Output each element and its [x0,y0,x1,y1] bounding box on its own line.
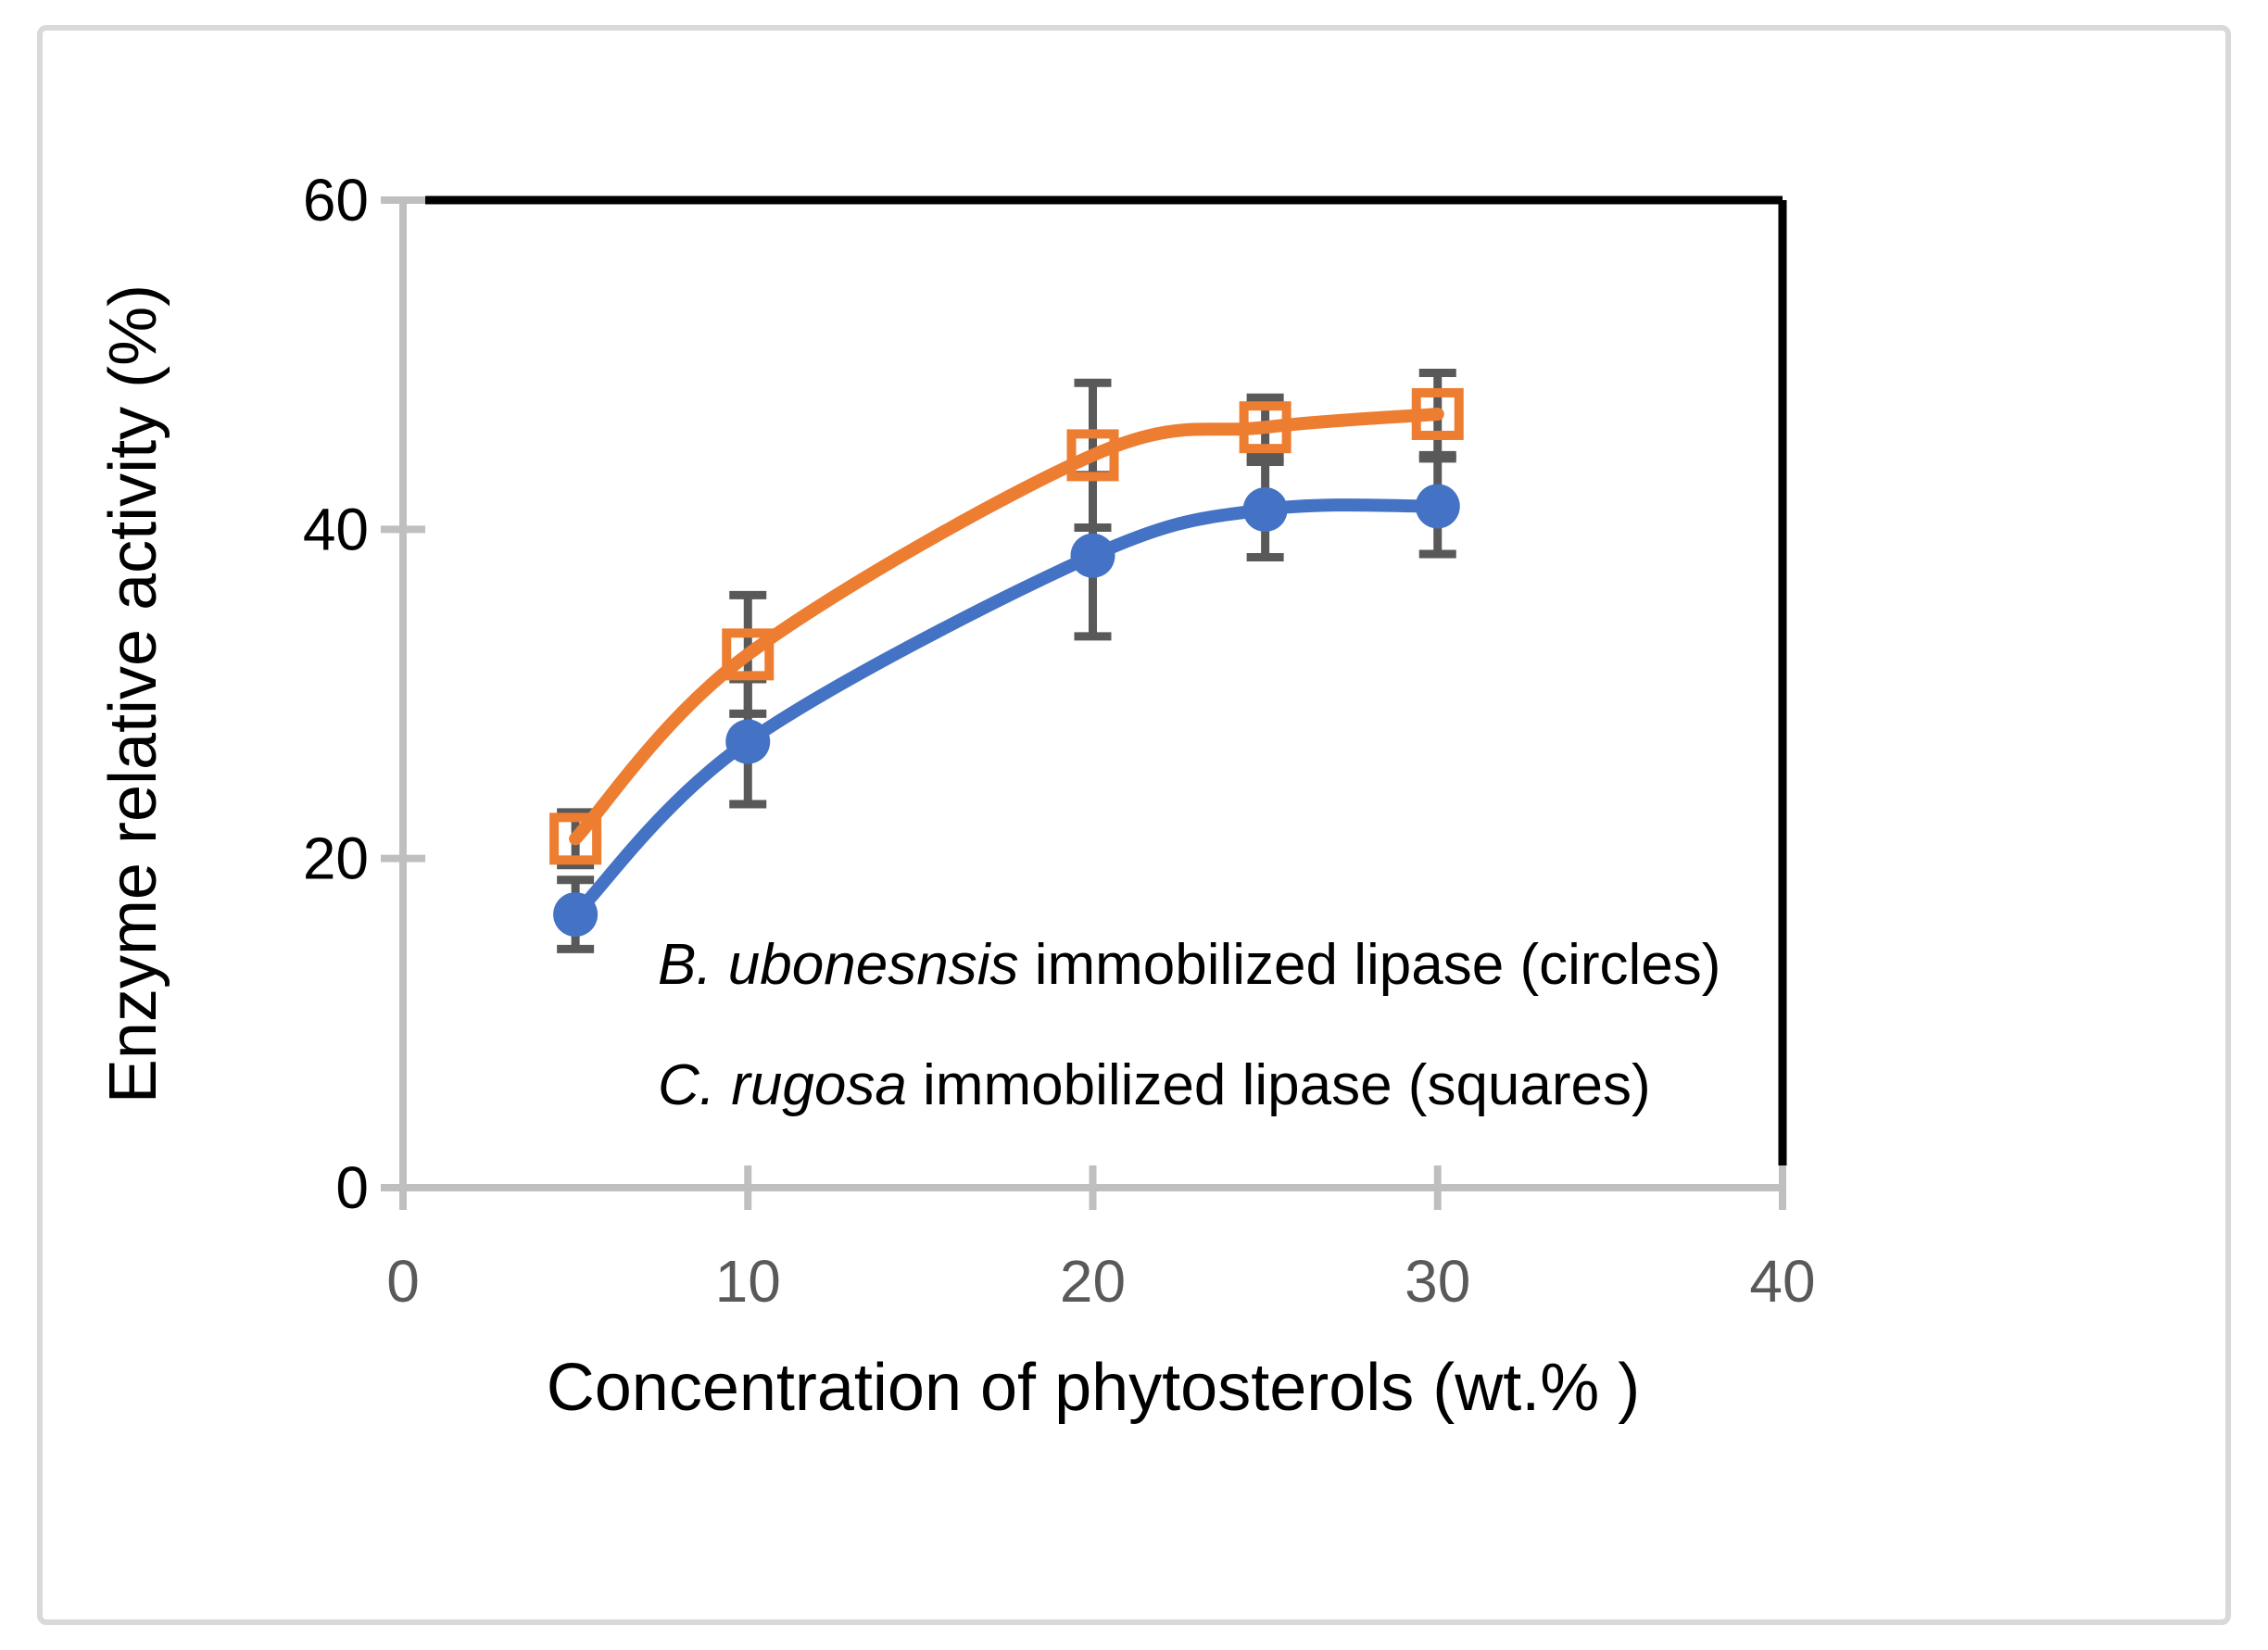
species-name-italic: B. ubonesnsis [658,933,1018,997]
legend-text-rest: immobilized lipase (circles) [1018,933,1720,997]
marker-square [1239,401,1292,454]
y-axis-title: Enzyme relative activity (%) [96,284,170,1103]
error-bars [557,369,1456,953]
series-lines [569,407,1444,922]
x-tick-label: 40 [1749,1248,1815,1315]
marker-square [722,628,775,681]
plot-frame [425,195,1787,1165]
species-name-italic: C. rugosa [658,1053,907,1117]
x-tick-label: 0 [386,1248,420,1315]
legend-text-squares: C. rugosa immobilized lipase (squares) [658,1053,1651,1117]
marker-circle [553,892,598,938]
line-chart: 0 20 40 60 0 10 20 30 40 Concentration of phytos… [96,167,1816,1425]
x-tick-label: 10 [715,1248,781,1315]
x-tick-label: 30 [1405,1248,1470,1315]
legend-text-circles: B. ubonesnsis immobilized lipase (circle… [658,933,1720,997]
y-tick-label: 60 [303,167,369,233]
marker-square [1411,387,1464,440]
y-tick-label: 40 [303,496,369,562]
y-tick-label: 20 [303,825,369,892]
x-axis-title: Concentration of phytosterols (wt.% ) [547,1351,1641,1425]
tick-labels: 0 20 40 60 0 10 20 30 40 [303,167,1816,1315]
marker-square [549,812,602,865]
series-line-circles [569,498,1444,922]
figure-border: 0 20 40 60 0 10 20 30 40 Concentration of phytos… [37,25,2231,1625]
series-markers [549,387,1464,938]
marker-circle [725,719,771,764]
legend-text-rest: immobilized lipase (squares) [907,1053,1651,1117]
marker-circle [1070,533,1115,578]
marker-circle [1242,487,1288,533]
x-tick-label: 20 [1060,1248,1126,1315]
axes [381,196,1786,1210]
y-tick-label: 0 [335,1154,369,1221]
marker-square [1066,429,1119,482]
marker-circle [1415,484,1460,529]
series-line-squares [569,407,1444,846]
